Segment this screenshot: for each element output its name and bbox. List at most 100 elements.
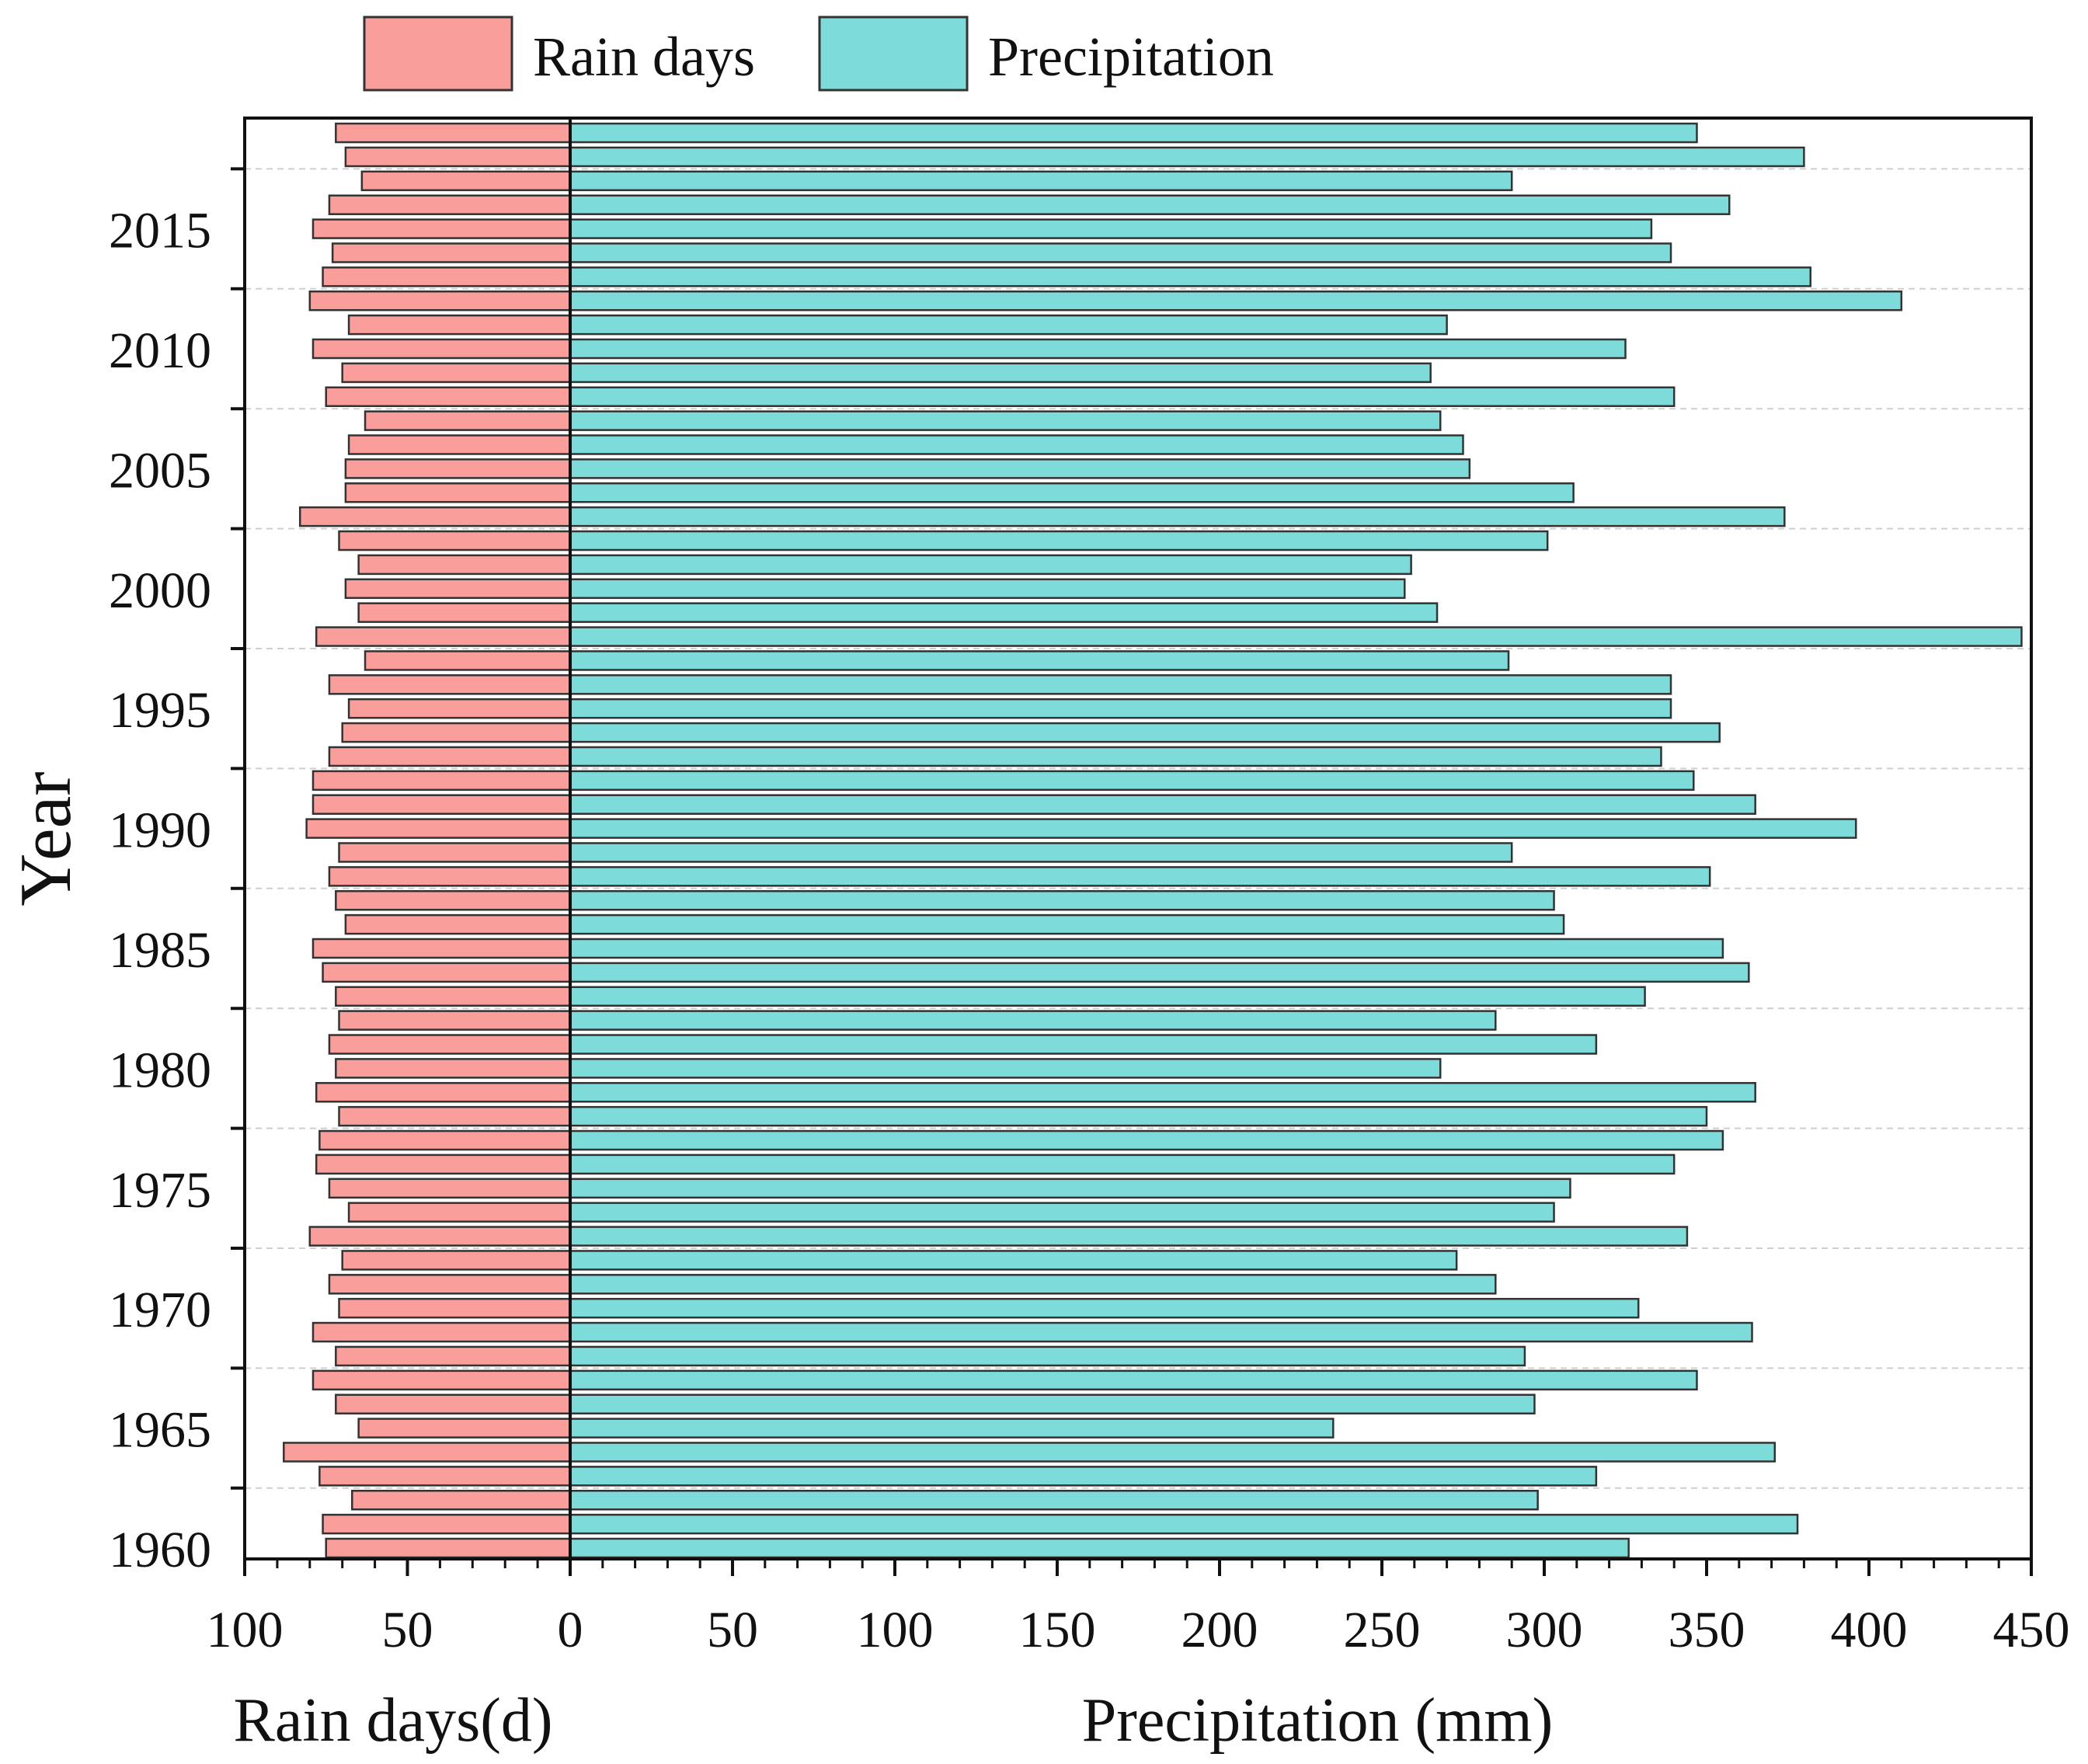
bar-rain-days: [347, 698, 572, 719]
precipitation-tick-label: 50: [707, 1602, 758, 1658]
bar-rain-days: [335, 986, 572, 1007]
bar-rain-days: [322, 962, 572, 983]
rain-days-tick-label: 50: [382, 1602, 433, 1658]
bar-rain-days: [328, 674, 572, 695]
bar-precipitation: [569, 146, 1805, 168]
bar-precipitation: [569, 602, 1439, 623]
rain-days-tick-label: 100: [207, 1602, 284, 1658]
bar-rain-days: [325, 386, 572, 408]
bar-rain-days: [347, 1202, 572, 1223]
bar-precipitation: [569, 1010, 1497, 1031]
bar-rain-days: [360, 170, 572, 192]
y-tick-label: 1980: [109, 1042, 211, 1098]
bar-precipitation: [569, 650, 1510, 671]
bar-precipitation: [569, 1513, 1799, 1535]
bar-precipitation: [569, 938, 1724, 959]
bar-precipitation: [569, 770, 1695, 792]
bar-precipitation: [569, 1082, 1756, 1103]
bar-rain-days: [364, 410, 572, 431]
legend-swatch-precipitation: [818, 16, 969, 92]
y-tick-label: 2015: [109, 203, 211, 259]
bar-rain-days: [347, 434, 572, 455]
bar-rain-days: [328, 194, 572, 215]
bar-rain-days: [318, 1129, 572, 1151]
axis-ticks: [231, 167, 2033, 1576]
bar-precipitation: [569, 1250, 1458, 1271]
bar-rain-days: [364, 650, 572, 671]
precipitation-tick-label: 350: [1669, 1602, 1745, 1658]
bar-precipitation: [569, 266, 1812, 287]
bar-precipitation: [569, 626, 2023, 647]
bar-precipitation: [569, 194, 1731, 215]
bar-rain-days: [328, 866, 572, 887]
precipitation-tick-label: 0: [558, 1602, 583, 1658]
bar-rain-days: [315, 626, 572, 647]
bar-precipitation: [569, 794, 1756, 815]
bar-rain-days: [305, 818, 572, 839]
bar-rain-days: [338, 1010, 572, 1031]
precipitation-axis-title: Precipitation (mm): [1082, 1686, 1554, 1755]
bar-precipitation: [569, 122, 1698, 144]
bar-precipitation: [569, 482, 1575, 503]
bar-rain-days: [283, 1442, 572, 1463]
legend-label-rain-days: Rain days: [533, 26, 755, 88]
bar-rain-days: [298, 506, 572, 527]
bar-rain-days: [338, 1297, 572, 1319]
bar-rain-days: [344, 913, 572, 935]
bar-rain-days: [335, 1393, 572, 1414]
bar-precipitation: [569, 1058, 1442, 1079]
precipitation-tick-label: 200: [1181, 1602, 1258, 1658]
bar-precipitation: [569, 290, 1903, 311]
bar-precipitation: [569, 842, 1513, 863]
bar-rain-days: [331, 242, 572, 263]
bar-rain-days: [357, 602, 572, 623]
y-tick-label: 2005: [109, 442, 211, 499]
bar-rain-days: [338, 1105, 572, 1127]
bar-precipitation: [569, 1466, 1598, 1487]
bar-rain-days: [328, 1274, 572, 1295]
bar-rain-days: [322, 266, 572, 287]
bar-precipitation: [569, 386, 1676, 408]
bar-precipitation: [569, 578, 1406, 600]
bar-precipitation: [569, 530, 1549, 551]
bar-rain-days: [311, 1321, 572, 1343]
bar-precipitation: [569, 242, 1672, 263]
bar-precipitation: [569, 1202, 1555, 1223]
bar-rain-days: [311, 770, 572, 792]
bar-rain-days: [335, 1058, 572, 1079]
precipitation-tick-label: 250: [1344, 1602, 1421, 1658]
bar-precipitation: [569, 338, 1627, 360]
rain-days-axis-title: Rain days(d): [233, 1686, 552, 1755]
bar-rain-days: [344, 458, 572, 479]
bar-precipitation: [569, 1297, 1640, 1319]
y-tick-label: 1985: [109, 922, 211, 979]
precipitation-tick-label: 300: [1506, 1602, 1583, 1658]
bar-precipitation: [569, 746, 1662, 767]
bar-rain-days: [328, 1178, 572, 1199]
bar-precipitation: [569, 722, 1721, 743]
bar-rain-days: [357, 554, 572, 576]
bar-precipitation: [569, 866, 1711, 887]
bar-precipitation: [569, 818, 1857, 839]
bar-precipitation: [569, 674, 1672, 695]
y-tick-label: 2000: [109, 562, 211, 619]
bar-rain-days: [311, 1369, 572, 1391]
bar-precipitation: [569, 1178, 1571, 1199]
bar-precipitation: [569, 1537, 1630, 1559]
bar-precipitation: [569, 1226, 1689, 1247]
bar-precipitation: [569, 1034, 1598, 1055]
bars: [283, 122, 2023, 1559]
bar-rain-days: [335, 122, 572, 144]
bar-precipitation: [569, 1345, 1526, 1367]
bar-rain-days: [341, 722, 572, 743]
bar-precipitation: [569, 458, 1471, 479]
bar-rain-days: [341, 1250, 572, 1271]
bar-precipitation: [569, 986, 1646, 1007]
bar-precipitation: [569, 1105, 1708, 1127]
y-tick-label: 1960: [109, 1522, 211, 1578]
grid-lines: [245, 168, 2031, 1489]
bar-precipitation: [569, 362, 1432, 384]
bar-precipitation: [569, 410, 1442, 431]
y-tick-label: 1965: [109, 1402, 211, 1459]
bar-rain-days: [328, 746, 572, 767]
